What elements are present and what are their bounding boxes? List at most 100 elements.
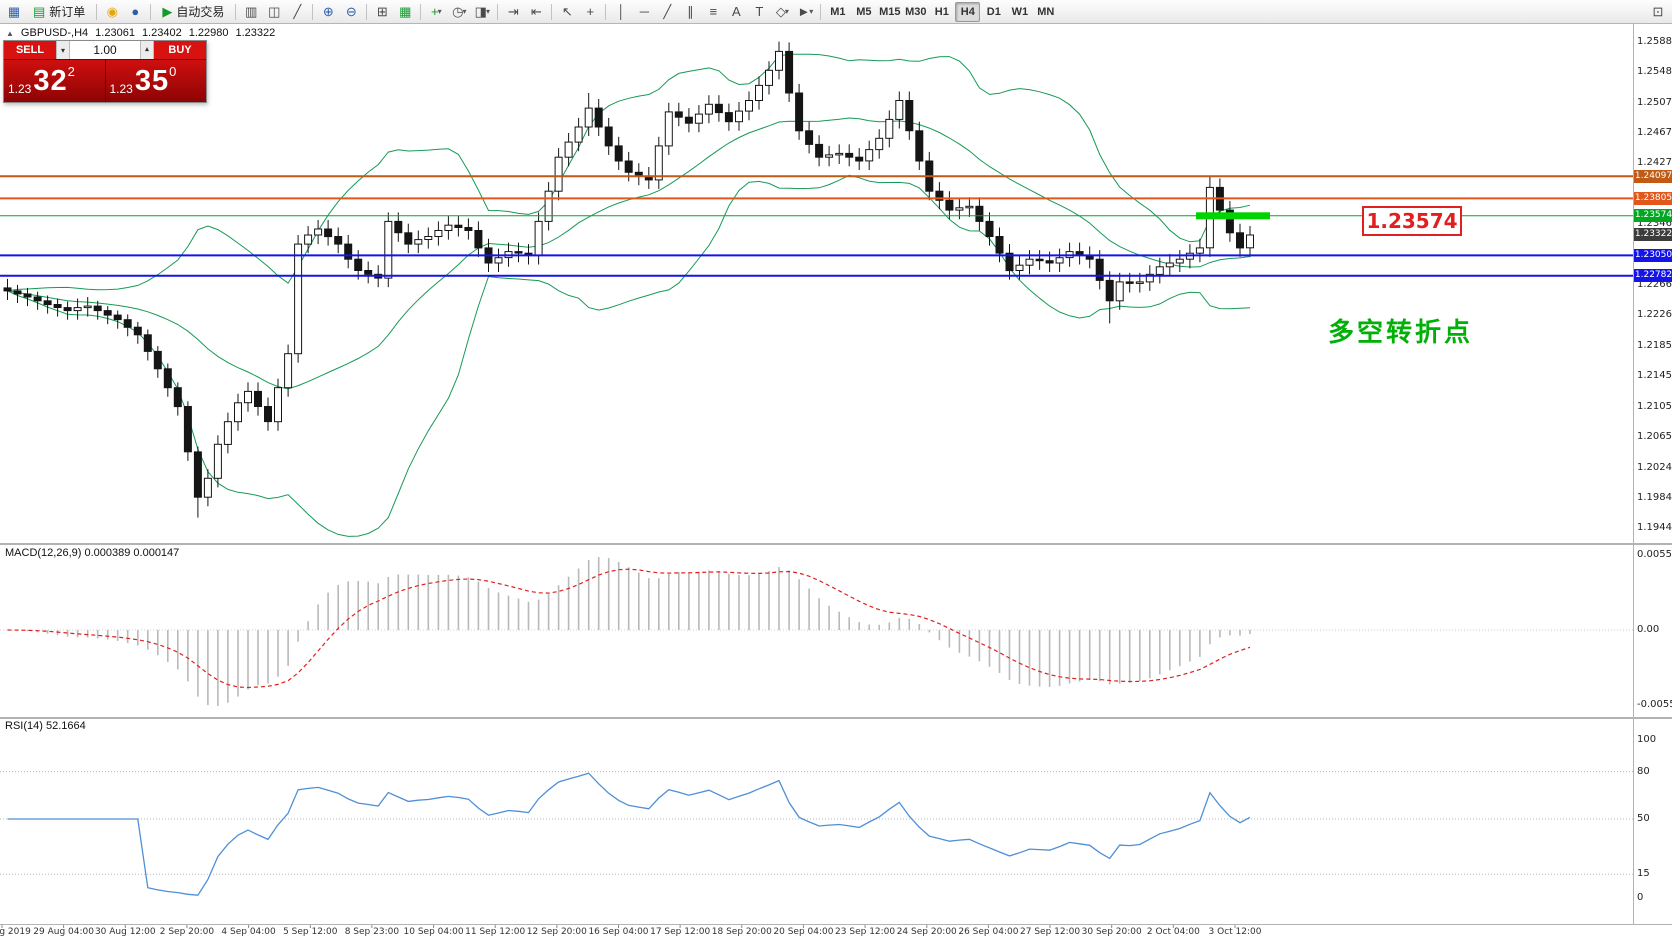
app-icon: ▦ bbox=[7, 4, 21, 19]
level-price-label: 1.23574 bbox=[1634, 209, 1672, 223]
new-order-button[interactable]: ▤ 新订单 bbox=[26, 2, 92, 22]
new-window-button[interactable]: ⊡ bbox=[1647, 2, 1669, 22]
level-price-label: 1.22782 bbox=[1634, 269, 1672, 283]
cursor-button[interactable]: ↖ bbox=[556, 2, 578, 22]
candlestick-chart-button[interactable]: ◫ bbox=[263, 2, 285, 22]
rsi-scale-label: 100 bbox=[1637, 734, 1657, 745]
timeframe-button-h1[interactable]: H1 bbox=[934, 5, 949, 18]
chart-shift-icon: ⇤ bbox=[530, 4, 542, 19]
time-axis-label: 12 Sep 20:00 bbox=[526, 927, 587, 937]
time-axis-label: 29 Aug 04:00 bbox=[33, 927, 94, 937]
buy-button[interactable]: BUY bbox=[154, 41, 206, 59]
timeframe-button-w1[interactable]: W1 bbox=[1011, 5, 1029, 18]
label-button[interactable]: T bbox=[748, 2, 770, 22]
zoom-in-icon: ⊕ bbox=[322, 4, 334, 19]
bar-chart-button[interactable]: ▥ bbox=[240, 2, 262, 22]
auto-trading-label: 自动交易 bbox=[176, 5, 225, 19]
sell-price-display[interactable]: 1.23 32 2 bbox=[4, 60, 105, 102]
chevron-down-icon: ▾ bbox=[462, 7, 467, 16]
profile-button[interactable]: ● bbox=[124, 2, 146, 22]
periods-button[interactable]: ◷ ▾ bbox=[448, 2, 470, 22]
trendline-button[interactable]: ╱ bbox=[656, 2, 678, 22]
level-price-label: 1.23805 bbox=[1634, 191, 1672, 205]
shapes-button[interactable]: ◇ ▾ bbox=[771, 2, 793, 22]
volume-input[interactable] bbox=[70, 41, 140, 59]
timeframe-button-m1[interactable]: M1 bbox=[830, 5, 846, 18]
volume-down-button[interactable]: ▾ bbox=[56, 41, 70, 59]
grid-button[interactable]: ▦ bbox=[394, 2, 416, 22]
buy-price-small: 1.23 bbox=[109, 82, 133, 96]
clock-icon: ◷ bbox=[452, 4, 464, 19]
arrows-icon: ► bbox=[797, 4, 811, 19]
indicators-plus-icon: + bbox=[431, 4, 439, 19]
price-callout-box[interactable]: 1.23574 bbox=[1362, 206, 1462, 236]
symbol-label: GBPUSD-,H4 bbox=[20, 27, 89, 39]
vertical-line-button[interactable]: │ bbox=[610, 2, 632, 22]
sell-price-big: 32 bbox=[33, 65, 68, 97]
price-grid-label: 1.20240 bbox=[1637, 461, 1672, 473]
toolbar-separator bbox=[366, 3, 368, 20]
timeframe-button-h4[interactable]: H4 bbox=[955, 1, 981, 22]
text-button[interactable]: A bbox=[725, 2, 747, 22]
time-axis-label: 2 Sep 20:00 bbox=[159, 927, 215, 937]
time-axis-label: 20 Sep 04:00 bbox=[773, 927, 834, 937]
new-order-icon: ▤ bbox=[33, 4, 46, 19]
time-axis-label: 23 Sep 12:00 bbox=[835, 927, 896, 937]
zoom-out-icon: ⊖ bbox=[345, 4, 357, 19]
chevron-down-icon: ▾ bbox=[784, 7, 789, 16]
toolbar-separator bbox=[420, 3, 422, 20]
rsi-scale-label: 15 bbox=[1637, 868, 1650, 880]
fibonacci-button[interactable]: ≡ bbox=[702, 2, 724, 22]
indicators-button[interactable]: + ▾ bbox=[425, 2, 447, 22]
time-axis-label: 16 Sep 04:00 bbox=[588, 927, 649, 937]
time-axis-label: 30 Sep 20:00 bbox=[1081, 927, 1142, 937]
timeframe-button-m15[interactable]: M15 bbox=[879, 5, 901, 18]
label-icon: T bbox=[755, 4, 764, 19]
auto-trading-button[interactable]: ▶ 自动交易 bbox=[155, 2, 231, 22]
chart-shift-button[interactable]: ⇤ bbox=[525, 2, 547, 22]
sell-button[interactable]: SELL bbox=[4, 41, 56, 59]
ohlc-close: 1.23322 bbox=[235, 27, 276, 39]
time-axis-label: 3 Oct 12:00 bbox=[1208, 927, 1262, 937]
price-grid-label: 1.25070 bbox=[1637, 96, 1672, 108]
price-grid-label: 1.24270 bbox=[1637, 157, 1672, 169]
macd-scale-label: -0.005583 bbox=[1637, 699, 1672, 711]
timeframe-button-d1[interactable]: D1 bbox=[986, 5, 1001, 18]
arrows-button[interactable]: ► ▾ bbox=[794, 2, 816, 22]
timeframe-button-m5[interactable]: M5 bbox=[856, 5, 872, 18]
zoom-out-button[interactable]: ⊖ bbox=[340, 2, 362, 22]
chart-title: ▲ GBPUSD-,H4 1.23061 1.23402 1.22980 1.2… bbox=[6, 27, 275, 39]
price-grid-label: 1.25880 bbox=[1637, 35, 1672, 47]
buy-price-display[interactable]: 1.23 35 0 bbox=[104, 60, 206, 102]
bar-chart-icon: ▥ bbox=[245, 4, 258, 19]
volume-up-button[interactable]: ▾ bbox=[140, 41, 154, 59]
timeframe-button-m30[interactable]: M30 bbox=[905, 5, 927, 18]
autoscroll-button[interactable]: ⇥ bbox=[502, 2, 524, 22]
candlestick-icon: ◫ bbox=[268, 4, 281, 19]
time-axis-label: 11 Sep 12:00 bbox=[465, 927, 526, 937]
ohlc-low: 1.22980 bbox=[188, 27, 229, 39]
autoscroll-icon: ⇥ bbox=[507, 4, 519, 19]
line-chart-button[interactable]: ╱ bbox=[286, 2, 308, 22]
level-price-label: 1.23050 bbox=[1634, 248, 1672, 262]
templates-button[interactable]: ◨ ▾ bbox=[471, 2, 493, 22]
ohlc-open: 1.23061 bbox=[95, 27, 135, 39]
tile-windows-button[interactable]: ⊞ bbox=[371, 2, 393, 22]
turning-point-note[interactable]: 多空转折点 bbox=[1328, 317, 1474, 347]
channel-button[interactable]: ∥ bbox=[679, 2, 701, 22]
time-axis-label: 5 Sep 12:00 bbox=[283, 927, 338, 937]
timeframe-button-mn[interactable]: MN bbox=[1037, 5, 1055, 18]
lightbulb-icon: ◉ bbox=[106, 4, 118, 19]
rsi-scale-label: 80 bbox=[1637, 765, 1650, 777]
horizontal-line-button[interactable]: ─ bbox=[633, 2, 655, 22]
toolbar-separator bbox=[150, 3, 152, 20]
channel-icon: ∥ bbox=[687, 4, 694, 19]
price-grid-label: 1.22260 bbox=[1637, 309, 1672, 321]
zoom-in-button[interactable]: ⊕ bbox=[317, 2, 339, 22]
crosshair-button[interactable]: + bbox=[579, 2, 601, 22]
lightbulb-button[interactable]: ◉ bbox=[101, 2, 123, 22]
time-axis-label: 30 Aug 12:00 bbox=[94, 927, 156, 937]
